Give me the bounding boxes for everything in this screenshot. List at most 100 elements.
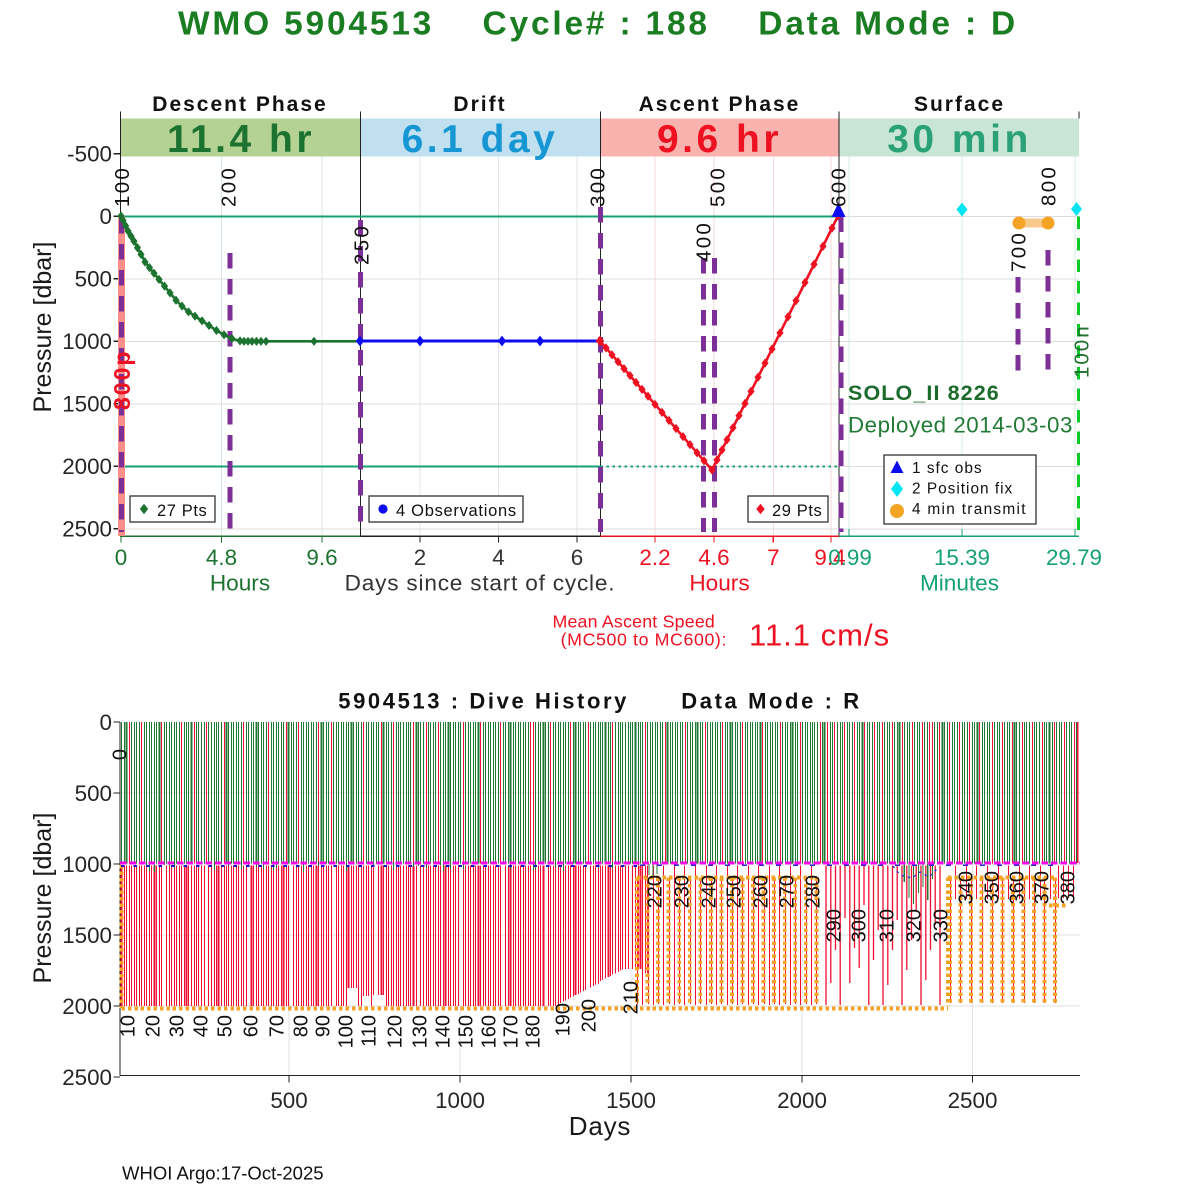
svg-text:20: 20 (143, 1015, 165, 1037)
svg-text:400: 400 (693, 221, 716, 262)
svg-text:Surface: Surface (914, 93, 1005, 116)
svg-text:2500: 2500 (948, 1088, 998, 1113)
svg-text:Descent Phase: Descent Phase (152, 93, 327, 116)
svg-text:120: 120 (385, 1015, 407, 1048)
svg-text:210: 210 (621, 981, 643, 1014)
svg-text:Drift: Drift (453, 93, 506, 116)
svg-text:270: 270 (777, 875, 799, 908)
svg-text:15.39: 15.39 (934, 545, 990, 570)
svg-text:4: 4 (492, 545, 504, 570)
svg-text:2000: 2000 (62, 994, 112, 1019)
svg-text:SOLO_II 8226: SOLO_II 8226 (848, 381, 1000, 405)
svg-text:Mean Ascent Speed: Mean Ascent Speed (552, 612, 715, 632)
svg-text:500: 500 (75, 267, 112, 292)
svg-text:320: 320 (904, 909, 926, 942)
svg-text:200: 200 (579, 999, 601, 1032)
svg-text:1500: 1500 (606, 1088, 656, 1113)
svg-text:130: 130 (410, 1015, 432, 1048)
svg-text:100: 100 (111, 166, 134, 207)
svg-text:4 min transmit: 4 min transmit (912, 501, 1027, 518)
svg-text:1000: 1000 (62, 852, 112, 877)
svg-text:9.6: 9.6 (306, 545, 337, 570)
svg-text:60: 60 (241, 1015, 263, 1037)
svg-text:-500: -500 (67, 142, 112, 167)
svg-text:1000: 1000 (62, 329, 112, 354)
svg-text:1 sfc obs: 1 sfc obs (912, 460, 983, 477)
svg-text:2000: 2000 (777, 1088, 827, 1113)
svg-text:2500: 2500 (62, 517, 112, 542)
svg-text:30: 30 (167, 1015, 189, 1037)
svg-text:6.1 day: 6.1 day (402, 118, 559, 161)
svg-text:4.8: 4.8 (206, 545, 237, 570)
svg-text:340: 340 (956, 871, 978, 904)
svg-text:2: 2 (414, 545, 426, 570)
svg-text:Ascent Phase: Ascent Phase (639, 93, 801, 116)
svg-text:500: 500 (270, 1088, 307, 1113)
svg-text:Deployed 2014-03-03: Deployed 2014-03-03 (848, 413, 1073, 438)
svg-text:240: 240 (699, 875, 721, 908)
svg-text:260: 260 (751, 875, 773, 908)
svg-text:11.1 cm/s: 11.1 cm/s (749, 618, 890, 653)
svg-text:330: 330 (931, 909, 953, 942)
svg-text:27 Pts: 27 Pts (157, 502, 207, 520)
svg-text:0: 0 (100, 204, 112, 229)
svg-text:800p: 800p (109, 350, 135, 410)
svg-text:280: 280 (803, 875, 825, 908)
svg-text:30 min: 30 min (887, 118, 1032, 161)
svg-text:500: 500 (75, 781, 112, 806)
svg-text:Minutes: Minutes (920, 571, 999, 596)
svg-text:190: 190 (553, 1003, 575, 1036)
svg-text:100: 100 (336, 1015, 358, 1048)
svg-text:11.4 hr: 11.4 hr (167, 118, 315, 161)
svg-text:WMO 5904513 Cycle# : 188: WMO 5904513 Cycle# : 188 Data Mode : D (178, 5, 1018, 42)
svg-text:250: 250 (351, 224, 374, 265)
svg-text:250: 250 (724, 875, 746, 908)
svg-text:2500: 2500 (62, 1065, 112, 1090)
svg-text:70: 70 (267, 1015, 289, 1037)
svg-text:160: 160 (479, 1015, 501, 1048)
svg-text:100n: 100n (1071, 324, 1094, 378)
svg-text:600: 600 (828, 166, 851, 207)
svg-text:2000: 2000 (62, 454, 112, 479)
svg-text:90: 90 (313, 1015, 335, 1037)
svg-text:50: 50 (215, 1015, 237, 1037)
svg-text:WHOI Argo:17-Oct-2025: WHOI Argo:17-Oct-2025 (122, 1163, 324, 1184)
svg-text:220: 220 (645, 875, 667, 908)
svg-text:80: 80 (291, 1015, 313, 1037)
svg-text:4.6: 4.6 (698, 545, 729, 570)
svg-text:170: 170 (501, 1015, 523, 1048)
svg-text:500: 500 (707, 166, 730, 207)
svg-text:300: 300 (587, 166, 610, 207)
svg-text:0: 0 (110, 749, 132, 760)
svg-text:180: 180 (523, 1015, 545, 1048)
svg-text:800: 800 (1038, 165, 1061, 206)
svg-text:0: 0 (100, 710, 112, 735)
svg-text:110: 110 (359, 1015, 381, 1047)
svg-text:0: 0 (115, 545, 127, 570)
svg-text:350: 350 (982, 871, 1004, 904)
svg-text:1500: 1500 (62, 392, 112, 417)
svg-text:1500: 1500 (62, 923, 112, 948)
svg-text:29.79: 29.79 (1046, 545, 1102, 570)
svg-text:5904513 : Dive History Da: 5904513 : Dive History Data Mode : R (338, 689, 862, 714)
svg-text:9.4: 9.4 (814, 545, 845, 570)
svg-text:290: 290 (824, 909, 846, 942)
svg-text:140: 140 (433, 1015, 455, 1048)
svg-text:Pressure [dbar]: Pressure [dbar] (29, 813, 57, 984)
svg-text:700: 700 (1008, 231, 1031, 272)
svg-text:200: 200 (218, 166, 241, 207)
svg-text:Hours: Hours (210, 571, 270, 596)
svg-text:1000: 1000 (435, 1088, 485, 1113)
svg-text:300: 300 (849, 909, 871, 942)
svg-text:7: 7 (767, 545, 779, 570)
svg-text:360: 360 (1007, 871, 1029, 904)
svg-text:0.99: 0.99 (828, 545, 872, 570)
svg-text:370: 370 (1032, 871, 1054, 904)
svg-text:Days since start of cycle.: Days since start of cycle. (345, 571, 616, 596)
svg-text:(MC500 to MC600):: (MC500 to MC600): (561, 630, 727, 650)
svg-text:4 Observations: 4 Observations (396, 502, 517, 520)
svg-text:10: 10 (118, 1015, 140, 1037)
svg-text:6: 6 (571, 545, 583, 570)
svg-text:40: 40 (191, 1015, 213, 1037)
svg-text:380: 380 (1058, 871, 1080, 904)
